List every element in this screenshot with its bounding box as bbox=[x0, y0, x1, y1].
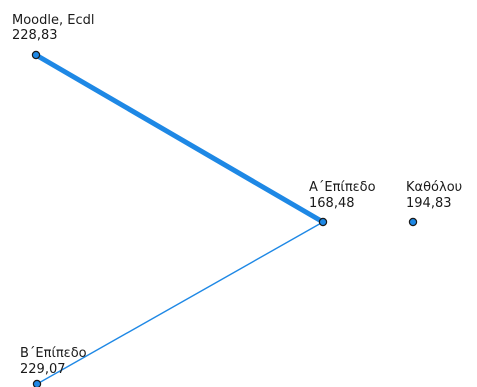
node-moodle-dot[interactable] bbox=[31, 50, 41, 60]
node-katholou[interactable]: Καθόλου 194,83 bbox=[406, 180, 462, 227]
edge-moodle-to-a-level bbox=[34, 52, 325, 225]
node-b-level-value: 229,07 bbox=[20, 362, 66, 377]
edge-a-level-to-b-level bbox=[36, 221, 324, 385]
node-katholou-dot[interactable] bbox=[408, 217, 418, 227]
node-a-level[interactable]: Α΄Επίπεδο 168,48 bbox=[309, 180, 376, 227]
node-b-level[interactable]: Β΄Επίπεδο 229,07 bbox=[20, 346, 87, 387]
node-katholou-value: 194,83 bbox=[406, 196, 452, 211]
node-moodle[interactable]: Moodle, Ecdl 228,83 bbox=[12, 13, 94, 60]
node-moodle-name: Moodle, Ecdl bbox=[12, 13, 94, 28]
node-a-level-name: Α΄Επίπεδο bbox=[309, 180, 376, 195]
nodes-layer: Moodle, Ecdl 228,83 Α΄Επίπεδο 168,48 Καθ… bbox=[12, 13, 462, 387]
node-a-level-value: 168,48 bbox=[309, 196, 355, 211]
node-b-level-dot[interactable] bbox=[32, 379, 42, 387]
node-a-level-dot[interactable] bbox=[318, 217, 328, 227]
node-moodle-value: 228,83 bbox=[12, 28, 58, 43]
node-katholou-name: Καθόλου bbox=[406, 180, 462, 195]
node-b-level-name: Β΄Επίπεδο bbox=[20, 346, 87, 361]
edges-layer bbox=[34, 52, 325, 385]
